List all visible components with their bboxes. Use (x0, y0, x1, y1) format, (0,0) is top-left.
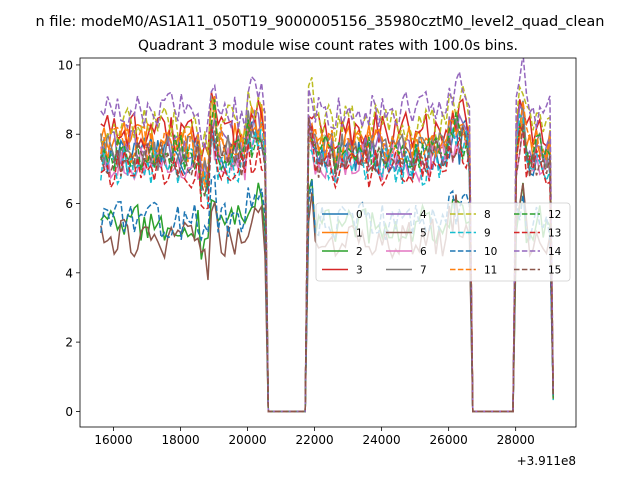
legend-box (315, 202, 571, 282)
legend-label-15: 15 (548, 265, 561, 277)
legend-label-2: 2 (356, 246, 363, 258)
series-line-15 (100, 117, 554, 413)
x-offset-label: +3.911e8 (517, 454, 576, 468)
legend-label-13: 13 (548, 228, 561, 240)
x-tick-label: 22000 (296, 433, 334, 447)
x-tick-label: 24000 (363, 433, 401, 447)
legend-label-3: 3 (356, 265, 363, 277)
series-line-14 (100, 58, 554, 413)
legend-label-0: 0 (356, 209, 363, 221)
y-tick-label: 0 (65, 405, 73, 419)
x-tick-label: 16000 (94, 433, 132, 447)
y-tick-label: 2 (65, 336, 73, 350)
legend-label-9: 9 (484, 228, 491, 240)
legend-label-11: 11 (484, 265, 497, 277)
plot-area: 16000 18000 20000 22000 24000 26000 28000 0 2 4 6 8… (58, 57, 577, 447)
y-tick-label: 6 (65, 197, 73, 211)
x-tick-label: 28000 (497, 433, 535, 447)
chart-title: Quadrant 3 module wise count rates with … (138, 38, 518, 54)
legend-label-8: 8 (484, 209, 491, 221)
legend-label-10: 10 (484, 246, 497, 258)
legend-label-14: 14 (548, 246, 562, 258)
legend-label-7: 7 (420, 265, 427, 277)
series-line-12 (100, 99, 554, 413)
axes-frame (79, 57, 577, 428)
legend-label-4: 4 (420, 209, 427, 221)
x-tick-label: 20000 (228, 433, 266, 447)
legend-label-1: 1 (356, 228, 363, 240)
x-tick-label: 26000 (430, 433, 468, 447)
x-tick-label: 18000 (161, 433, 199, 447)
legend-label-12: 12 (548, 209, 561, 221)
y-tick-label: 4 (65, 266, 73, 280)
legend-label-5: 5 (420, 228, 427, 240)
y-tick-label: 8 (65, 128, 73, 142)
y-tick-label: 10 (58, 58, 73, 72)
figure-suptitle: n file: modeM0/AS1A11_050T19_9000005156_… (36, 14, 605, 30)
legend-label-6: 6 (420, 246, 427, 258)
